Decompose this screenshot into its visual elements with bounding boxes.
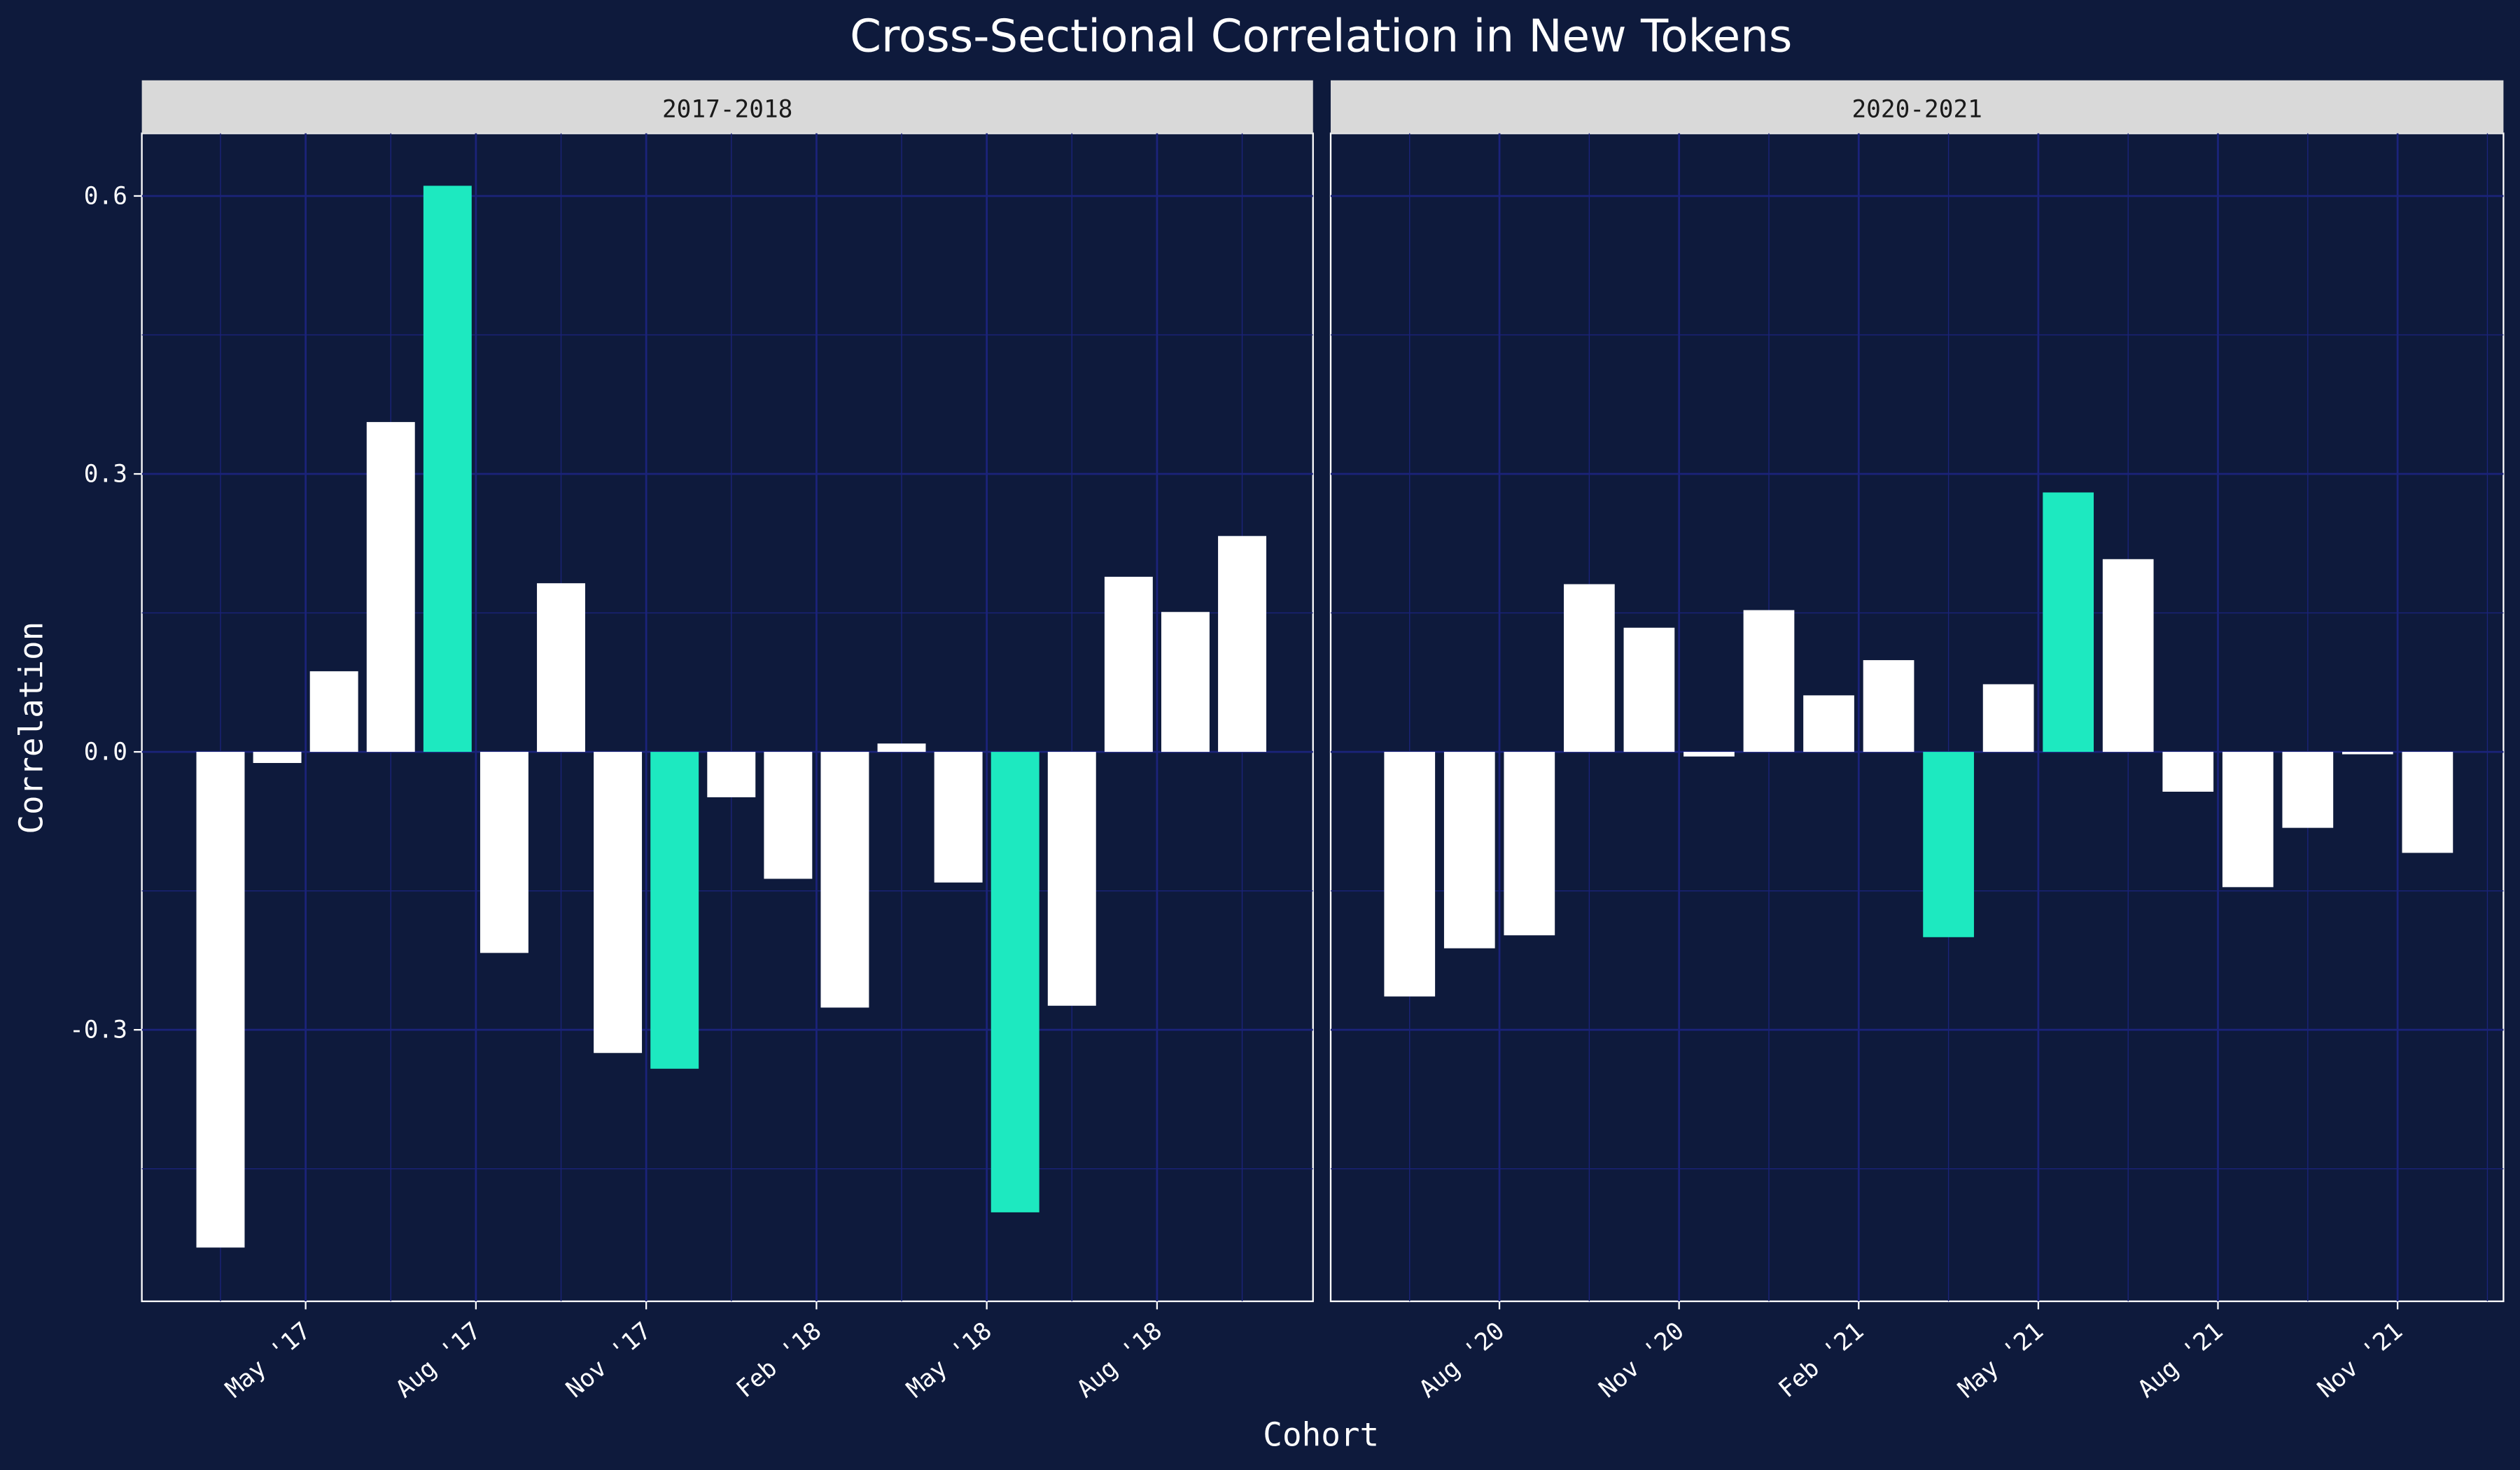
bar-Oct-17: [594, 752, 643, 1054]
chart-title: Cross-Sectional Correlation in New Token…: [850, 10, 1792, 62]
bar-Sep-21: [2282, 752, 2334, 828]
bar-Nov-21: [2402, 752, 2454, 853]
facet-strip: [141, 80, 1313, 134]
y-tick-label: 0.3: [84, 461, 127, 489]
bar-Aug-17: [479, 752, 528, 953]
bar-Apr-17: [253, 752, 302, 763]
facet-label: 2020-2021: [1851, 96, 1982, 124]
bar-Feb-21: [1863, 660, 1914, 752]
bar-Mar-21: [1923, 752, 1974, 937]
bar-Jun-21: [2102, 559, 2154, 752]
bar-Jul-18: [1104, 576, 1153, 752]
bar-Jul-20: [1443, 752, 1495, 948]
bar-Jan-21: [1803, 695, 1854, 752]
bar-Jun-18: [1047, 752, 1096, 1006]
bar-Aug-20: [1504, 752, 1555, 936]
bar-Sep-20: [1564, 584, 1615, 752]
y-tick-label: 0.6: [84, 182, 127, 210]
bar-Apr-18: [934, 752, 983, 883]
bar-Sep-18: [1218, 536, 1266, 752]
bar-Apr-21: [1982, 684, 2034, 752]
bar-Dec-17: [707, 752, 756, 797]
bar-May-21: [2043, 492, 2094, 752]
bar-Aug-18: [1161, 612, 1210, 752]
bar-Nov-20: [1684, 752, 1735, 757]
y-tick-label: 0.0: [84, 738, 127, 766]
y-tick-label: -0.3: [69, 1016, 127, 1044]
facet-label: 2017-2018: [662, 96, 792, 124]
bar-Sep-17: [537, 583, 585, 752]
bar-Oct-21: [2342, 752, 2393, 755]
bar-Jun-17: [366, 421, 415, 752]
bar-Jul-17: [423, 186, 472, 752]
panel-frame: [1329, 132, 2505, 1303]
bar-Feb-18: [820, 752, 869, 1008]
bar-Jul-21: [2162, 752, 2214, 792]
bar-Jun-20: [1384, 752, 1436, 997]
bar-Mar-17: [196, 752, 245, 1248]
facet-strip: [1330, 80, 2504, 134]
x-axis-label: Cohort: [1263, 1416, 1379, 1454]
bar-May-18: [990, 752, 1040, 1212]
y-axis-label: Correlation: [12, 622, 50, 834]
bar-Dec-20: [1743, 610, 1795, 752]
bar-Aug-21: [2222, 752, 2274, 888]
bar-Oct-20: [1623, 627, 1675, 752]
bar-Mar-18: [877, 743, 926, 752]
bar-Nov-17: [650, 752, 699, 1069]
bar-Jan-18: [764, 752, 813, 879]
bar-May-17: [309, 671, 358, 752]
